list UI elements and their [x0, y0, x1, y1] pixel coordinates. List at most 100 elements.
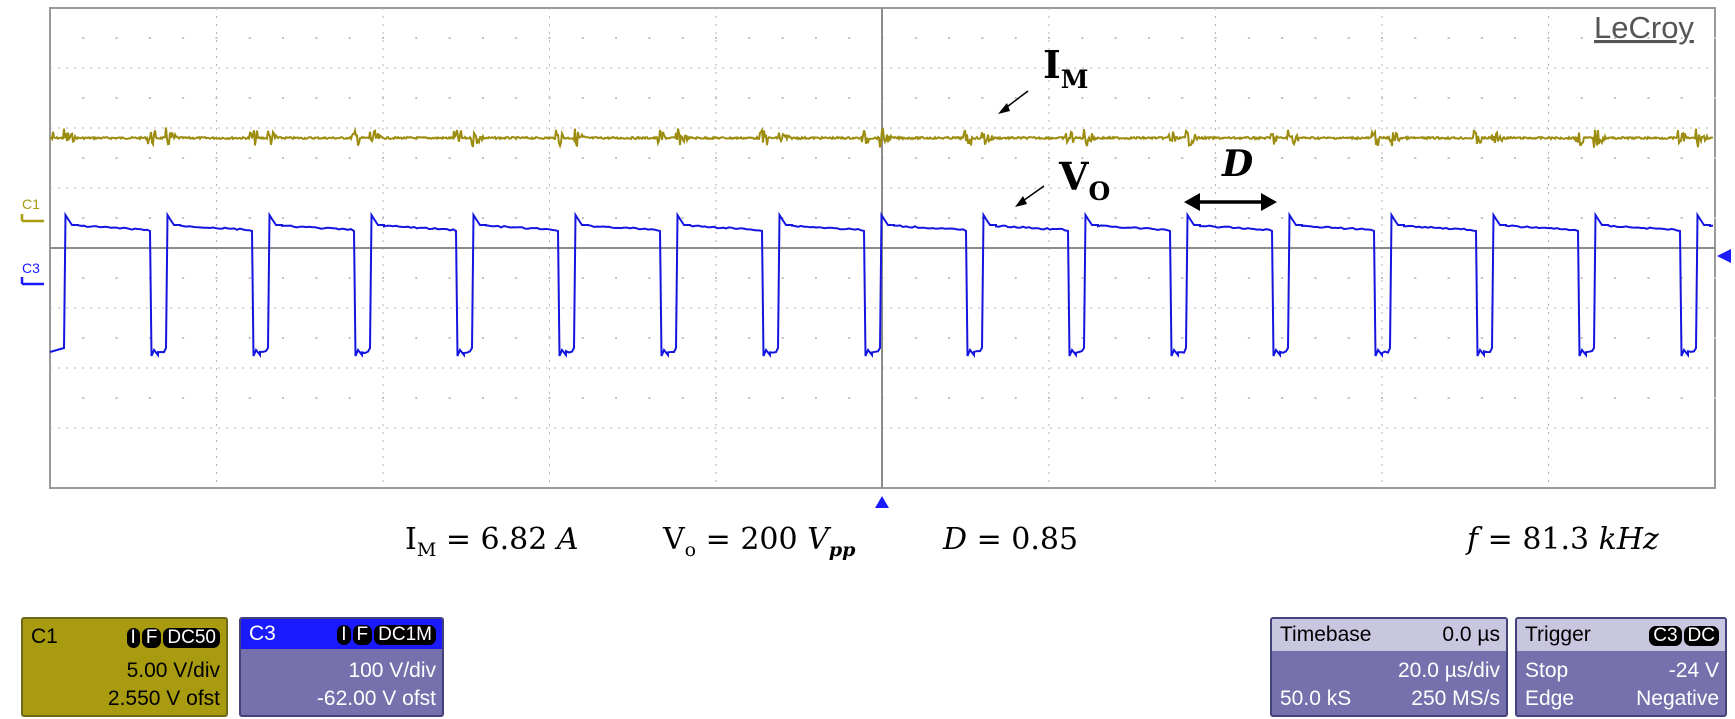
- grid-dot: [781, 157, 784, 159]
- freq-meas-unit: kHz: [1598, 522, 1659, 557]
- vo-meas-sub: o: [684, 539, 697, 561]
- grid-dot: [1247, 217, 1250, 219]
- grid-dot: [1580, 217, 1583, 219]
- graticule-dots: [82, 37, 1716, 399]
- grid-dot: [115, 397, 118, 399]
- grid-dot: [215, 37, 218, 39]
- grid-dot: [981, 397, 984, 399]
- grid-dot: [248, 217, 251, 219]
- channel-marker-c3: C3: [20, 260, 44, 286]
- grid-dot: [1314, 277, 1317, 279]
- grid-dot: [1347, 157, 1350, 159]
- measurement-duty: D = 0.85: [943, 522, 1078, 557]
- grid-dot: [1281, 217, 1284, 219]
- grid-dot: [248, 337, 251, 339]
- grid-dot: [1647, 337, 1650, 339]
- grid-dot: [1081, 397, 1084, 399]
- grid-dot: [1281, 97, 1284, 99]
- grid-dot: [115, 337, 118, 339]
- grid-dot: [814, 397, 817, 399]
- channel-3-panel[interactable]: C3 I F DC1M 100 V/div -62.00 V ofst: [239, 617, 444, 717]
- grid-dot: [1547, 337, 1550, 339]
- grid-dot: [148, 337, 151, 339]
- grid-dot: [1680, 397, 1683, 399]
- grid-dot: [182, 97, 185, 99]
- grid-dot: [848, 97, 851, 99]
- grid-dot: [1680, 37, 1683, 39]
- grid-dot: [781, 277, 784, 279]
- grid-dot: [182, 277, 185, 279]
- timebase-panel[interactable]: Timebase 0.0 µs 20.0 µs/div 50.0 kS 250 …: [1270, 617, 1508, 717]
- duty-meas-name: D: [943, 522, 968, 557]
- grid-dot: [248, 397, 251, 399]
- grid-dot: [581, 97, 584, 99]
- freq-meas-value: = 81.3: [1478, 522, 1599, 557]
- grid-dot: [748, 217, 751, 219]
- grid-dot: [1614, 277, 1617, 279]
- grid-dot: [748, 337, 751, 339]
- grid-dot: [1114, 217, 1117, 219]
- grid-dot: [148, 217, 151, 219]
- grid-dot: [681, 397, 684, 399]
- vo-meas-value: = 200: [696, 522, 808, 557]
- grid-dot: [1381, 397, 1383, 399]
- trigger-slope: Negative: [1636, 687, 1719, 710]
- grid-dot: [1480, 97, 1483, 99]
- grid-dot: [1048, 277, 1050, 279]
- grid-dot: [1447, 277, 1450, 279]
- vo-annotation: VO: [1015, 154, 1110, 207]
- grid-dot: [748, 277, 751, 279]
- c3-marker-label: C3: [22, 260, 40, 276]
- grid-dot: [1147, 397, 1150, 399]
- grid-dot: [415, 397, 418, 399]
- grid-dot: [148, 397, 151, 399]
- c1-badge-coupling: DC50: [163, 628, 220, 648]
- grid-dot: [1580, 277, 1583, 279]
- grid-dot: [1647, 157, 1650, 159]
- grid-dot: [1514, 157, 1517, 159]
- grid-dot: [248, 97, 251, 99]
- grid-dot: [1381, 157, 1383, 159]
- grid-dot: [581, 157, 584, 159]
- grid-dot: [848, 37, 851, 39]
- grid-dot: [948, 157, 951, 159]
- grid-dot: [481, 157, 484, 159]
- grid-dot: [1714, 37, 1716, 39]
- trigger-panel[interactable]: Trigger C3 DC Stop -24 V Edge Negative: [1515, 617, 1727, 717]
- grid-dot: [1480, 217, 1483, 219]
- grid-dot: [215, 217, 218, 219]
- grid-dot: [1281, 277, 1284, 279]
- grid-dot: [82, 97, 85, 99]
- grid-dot: [648, 337, 651, 339]
- grid-dot: [348, 217, 351, 219]
- grid-dot: [1048, 337, 1050, 339]
- grid-dot: [115, 97, 118, 99]
- channel-1-panel[interactable]: C1 I F DC50 5.00 V/div 2.550 V ofst: [21, 617, 228, 717]
- grid-dot: [1048, 157, 1050, 159]
- grid-dot: [1147, 97, 1150, 99]
- grid-dot: [1647, 277, 1650, 279]
- grid-dot: [581, 217, 584, 219]
- grid-dot: [1580, 157, 1583, 159]
- grid-dot: [1514, 37, 1517, 39]
- grid-dot: [515, 397, 518, 399]
- grid-dot: [1314, 397, 1317, 399]
- grid-dot: [681, 157, 684, 159]
- grid-dot: [848, 217, 851, 219]
- c3-marker-bracket: [20, 277, 44, 286]
- grid-dot: [348, 277, 351, 279]
- grid-dot: [315, 277, 318, 279]
- grid-dot: [115, 157, 118, 159]
- grid-dot: [1714, 397, 1716, 399]
- c3-badge-input: I: [337, 625, 351, 645]
- grid-dot: [914, 157, 917, 159]
- grid-dot: [914, 337, 917, 339]
- grid-dot: [1214, 337, 1217, 339]
- grid-dot: [1514, 337, 1517, 339]
- grid-dot: [715, 217, 717, 219]
- grid-dot: [748, 37, 751, 39]
- grid-dot: [348, 157, 351, 159]
- grid-dot: [814, 157, 817, 159]
- grid-dot: [315, 337, 318, 339]
- grid-dot: [82, 217, 85, 219]
